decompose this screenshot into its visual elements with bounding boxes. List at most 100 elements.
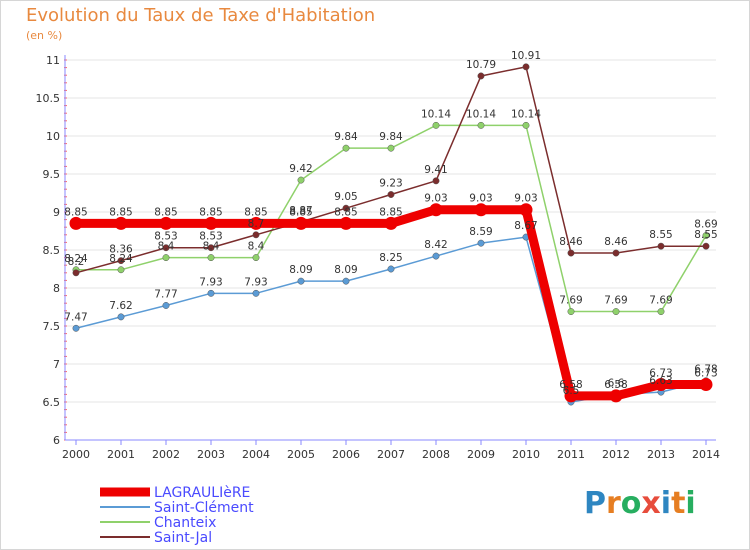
y-tick-label: 10 xyxy=(46,130,60,143)
series-point xyxy=(432,177,440,185)
data-label: 8.55 xyxy=(649,229,672,241)
y-tick-label: 10.5 xyxy=(36,92,61,105)
series-point xyxy=(342,144,350,152)
data-label: 9.84 xyxy=(334,131,358,143)
data-label: 8.09 xyxy=(289,264,312,276)
series-point xyxy=(477,121,485,129)
data-label: 8.25 xyxy=(379,252,402,264)
logo-letter: P xyxy=(584,486,606,521)
logo-letter: i xyxy=(685,486,696,521)
chart-subtitle: (en %) xyxy=(26,29,63,42)
series-point xyxy=(342,277,350,285)
data-label: 6.63 xyxy=(649,375,672,387)
x-tick-label: 2002 xyxy=(152,448,180,461)
x-tick-label: 2003 xyxy=(197,448,225,461)
series-point xyxy=(159,216,173,230)
x-tick-label: 2004 xyxy=(242,448,270,461)
series-point xyxy=(432,252,440,260)
data-label: 8.59 xyxy=(469,226,492,238)
data-label: 8.85 xyxy=(334,206,357,218)
series-point xyxy=(297,176,305,184)
y-tick-label: 8 xyxy=(53,282,60,295)
series-point xyxy=(702,232,710,240)
logo-letter: o xyxy=(620,486,642,521)
x-tick-label: 2007 xyxy=(377,448,405,461)
data-label: 7.69 xyxy=(559,295,582,307)
series-point xyxy=(657,308,665,316)
data-label: 6.58 xyxy=(604,379,627,391)
data-label: 8.4 xyxy=(158,241,175,253)
data-label: 8.85 xyxy=(109,206,132,218)
series-point xyxy=(162,302,170,309)
series-point xyxy=(117,313,125,321)
series-point xyxy=(477,239,485,247)
data-label: 8.85 xyxy=(244,206,267,218)
y-tick-label: 8.5 xyxy=(43,244,61,257)
series-point xyxy=(522,63,530,71)
series-point xyxy=(117,257,125,265)
legend-label: LAGRAULIèRE xyxy=(154,485,250,501)
series-point xyxy=(432,121,440,129)
series-point xyxy=(339,216,353,230)
series-point xyxy=(609,389,623,403)
series-point xyxy=(69,216,83,230)
data-label: 9.03 xyxy=(424,193,447,205)
y-tick-label: 11 xyxy=(46,54,60,67)
data-label: 10.14 xyxy=(511,108,541,120)
y-tick-label: 6.5 xyxy=(43,396,61,409)
data-label: 8.85 xyxy=(379,206,402,218)
data-label: 10.79 xyxy=(466,59,496,71)
data-label: 9.03 xyxy=(514,193,537,205)
data-label: 10.14 xyxy=(466,108,496,120)
series-point xyxy=(207,254,215,262)
data-label: 8.85 xyxy=(64,206,87,218)
data-label: 6.58 xyxy=(559,379,582,391)
x-tick-label: 2014 xyxy=(692,448,720,461)
series-point xyxy=(249,216,263,230)
series-point xyxy=(657,242,665,250)
data-label: 8.55 xyxy=(694,229,717,241)
x-tick-label: 2005 xyxy=(287,448,315,461)
series-point xyxy=(207,244,215,252)
series-point xyxy=(162,254,170,262)
y-tick-label: 6 xyxy=(53,434,60,447)
x-tick-label: 2013 xyxy=(647,448,675,461)
y-tick-label: 7 xyxy=(53,358,60,371)
series-point xyxy=(612,308,620,316)
series-point xyxy=(654,378,668,392)
data-label: 8.24 xyxy=(64,253,88,265)
proxiti-logo: Proxiti xyxy=(584,486,696,521)
data-label: 8.53 xyxy=(199,231,222,243)
data-label: 8.7 xyxy=(248,218,265,230)
chart-title: Evolution du Taux de Taxe d'Habitation xyxy=(26,5,376,26)
data-label: 8.2 xyxy=(68,256,85,268)
data-label: 8.67 xyxy=(514,220,537,232)
data-label: 8.53 xyxy=(154,231,177,243)
legend-label: Saint-Clément xyxy=(154,500,254,516)
series-point xyxy=(522,121,530,129)
data-label: 8.85 xyxy=(289,206,312,218)
x-tick-label: 2000 xyxy=(62,448,90,461)
data-label: 7.93 xyxy=(199,276,222,288)
series-point xyxy=(477,72,485,80)
x-tick-label: 2012 xyxy=(602,448,630,461)
series-point xyxy=(519,203,533,217)
data-label: 8.4 xyxy=(248,241,265,253)
data-label: 6.6 xyxy=(608,377,625,389)
series-point xyxy=(474,203,488,217)
data-label: 7.77 xyxy=(154,288,177,300)
x-tick-label: 2006 xyxy=(332,448,360,461)
series-point xyxy=(387,191,395,198)
data-label: 8.46 xyxy=(604,236,628,248)
y-tick-label: 9.5 xyxy=(43,168,61,181)
series-point xyxy=(699,378,713,392)
data-label: 7.62 xyxy=(109,300,132,312)
series-point xyxy=(429,203,443,217)
data-label: 8.46 xyxy=(559,236,583,248)
data-label: 8.36 xyxy=(109,244,133,256)
series-point xyxy=(252,254,260,262)
x-tick-label: 2009 xyxy=(467,448,495,461)
data-label: 10.14 xyxy=(421,108,451,120)
data-label: 7.69 xyxy=(649,295,672,307)
